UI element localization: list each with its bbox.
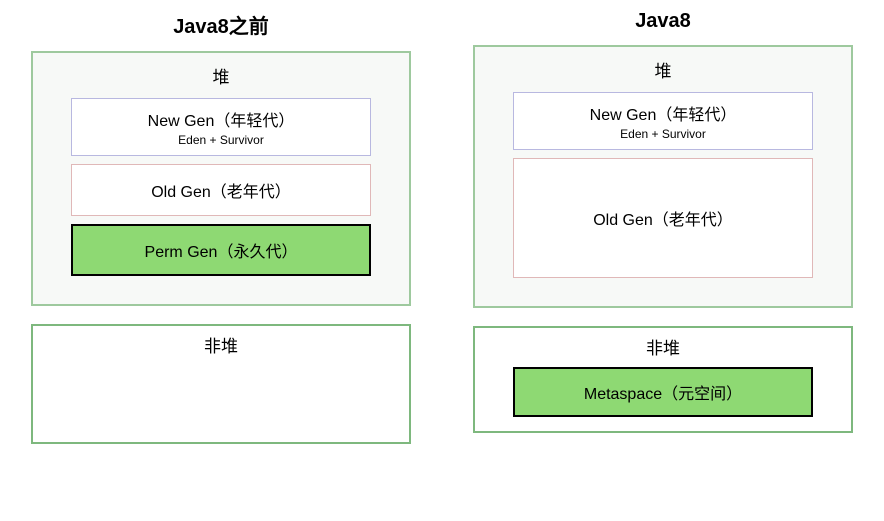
right-nonheap-box: 非堆 Metaspace（元空间）	[473, 326, 853, 433]
left-title: Java8之前	[173, 10, 269, 39]
right-column: Java8 堆 New Gen（年轻代） Eden + Survivor Old…	[462, 10, 864, 444]
left-nonheap-label: 非堆	[204, 332, 238, 357]
left-heap-label: 堆	[213, 63, 230, 88]
left-nonheap-box: 非堆	[31, 324, 411, 444]
right-nonheap-label: 非堆	[646, 334, 680, 359]
left-oldgen-box: Old Gen（老年代）	[71, 164, 371, 216]
right-newgen-sublabel: Eden + Survivor	[620, 127, 706, 141]
right-metaspace-box: Metaspace（元空间）	[513, 367, 813, 417]
left-newgen-box: New Gen（年轻代） Eden + Survivor	[71, 98, 371, 156]
left-column: Java8之前 堆 New Gen（年轻代） Eden + Survivor O…	[20, 10, 422, 444]
right-newgen-box: New Gen（年轻代） Eden + Survivor	[513, 92, 813, 150]
right-metaspace-label: Metaspace（元空间）	[584, 380, 742, 404]
right-oldgen-label: Old Gen（老年代）	[593, 206, 733, 230]
left-newgen-label: New Gen（年轻代）	[148, 107, 295, 131]
diagram-container: Java8之前 堆 New Gen（年轻代） Eden + Survivor O…	[0, 0, 884, 454]
right-heap-label: 堆	[655, 57, 672, 82]
right-title: Java8	[635, 10, 691, 33]
left-permgen-box: Perm Gen（永久代）	[71, 224, 371, 276]
left-permgen-label: Perm Gen（永久代）	[145, 238, 298, 262]
right-newgen-label: New Gen（年轻代）	[590, 101, 737, 125]
left-newgen-sublabel: Eden + Survivor	[178, 133, 264, 147]
right-heap-box: 堆 New Gen（年轻代） Eden + Survivor Old Gen（老…	[473, 45, 853, 308]
left-heap-box: 堆 New Gen（年轻代） Eden + Survivor Old Gen（老…	[31, 51, 411, 306]
right-oldgen-box: Old Gen（老年代）	[513, 158, 813, 278]
left-oldgen-label: Old Gen（老年代）	[151, 178, 291, 202]
